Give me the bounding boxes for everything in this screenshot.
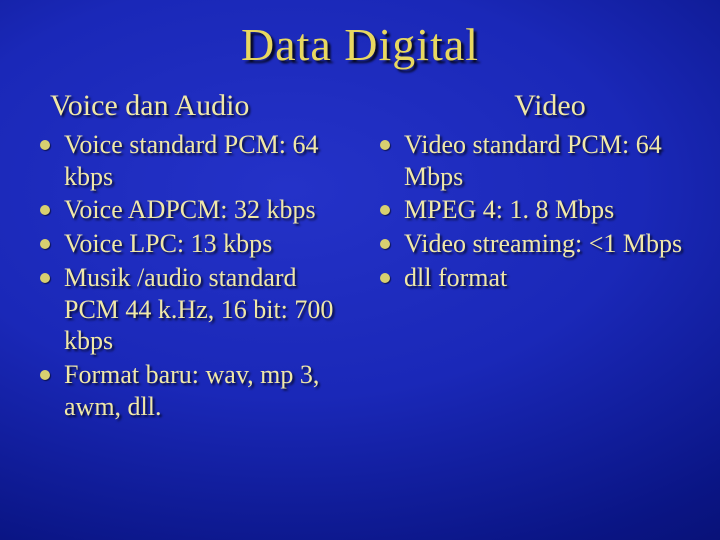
list-item: dll format: [380, 262, 690, 294]
slide-title: Data Digital: [30, 18, 690, 71]
left-heading: Voice dan Audio: [50, 89, 350, 123]
list-item: Voice standard PCM: 64 kbps: [40, 129, 350, 192]
list-item: Video standard PCM: 64 Mbps: [380, 129, 690, 192]
left-column: Voice dan Audio Voice standard PCM: 64 k…: [30, 89, 350, 424]
list-item: Format baru: wav, mp 3, awm, dll.: [40, 359, 350, 422]
right-column: Video Video standard PCM: 64 Mbps MPEG 4…: [370, 89, 690, 424]
list-item: Video streaming: <1 Mbps: [380, 228, 690, 260]
columns: Voice dan Audio Voice standard PCM: 64 k…: [30, 89, 690, 424]
left-list: Voice standard PCM: 64 kbps Voice ADPCM:…: [30, 129, 350, 422]
right-list: Video standard PCM: 64 Mbps MPEG 4: 1. 8…: [370, 129, 690, 294]
list-item: Voice LPC: 13 kbps: [40, 228, 350, 260]
list-item: Voice ADPCM: 32 kbps: [40, 194, 350, 226]
list-item: Musik /audio standard PCM 44 k.Hz, 16 bi…: [40, 262, 350, 357]
right-heading: Video: [410, 89, 690, 123]
slide: Data Digital Voice dan Audio Voice stand…: [0, 0, 720, 540]
list-item: MPEG 4: 1. 8 Mbps: [380, 194, 690, 226]
